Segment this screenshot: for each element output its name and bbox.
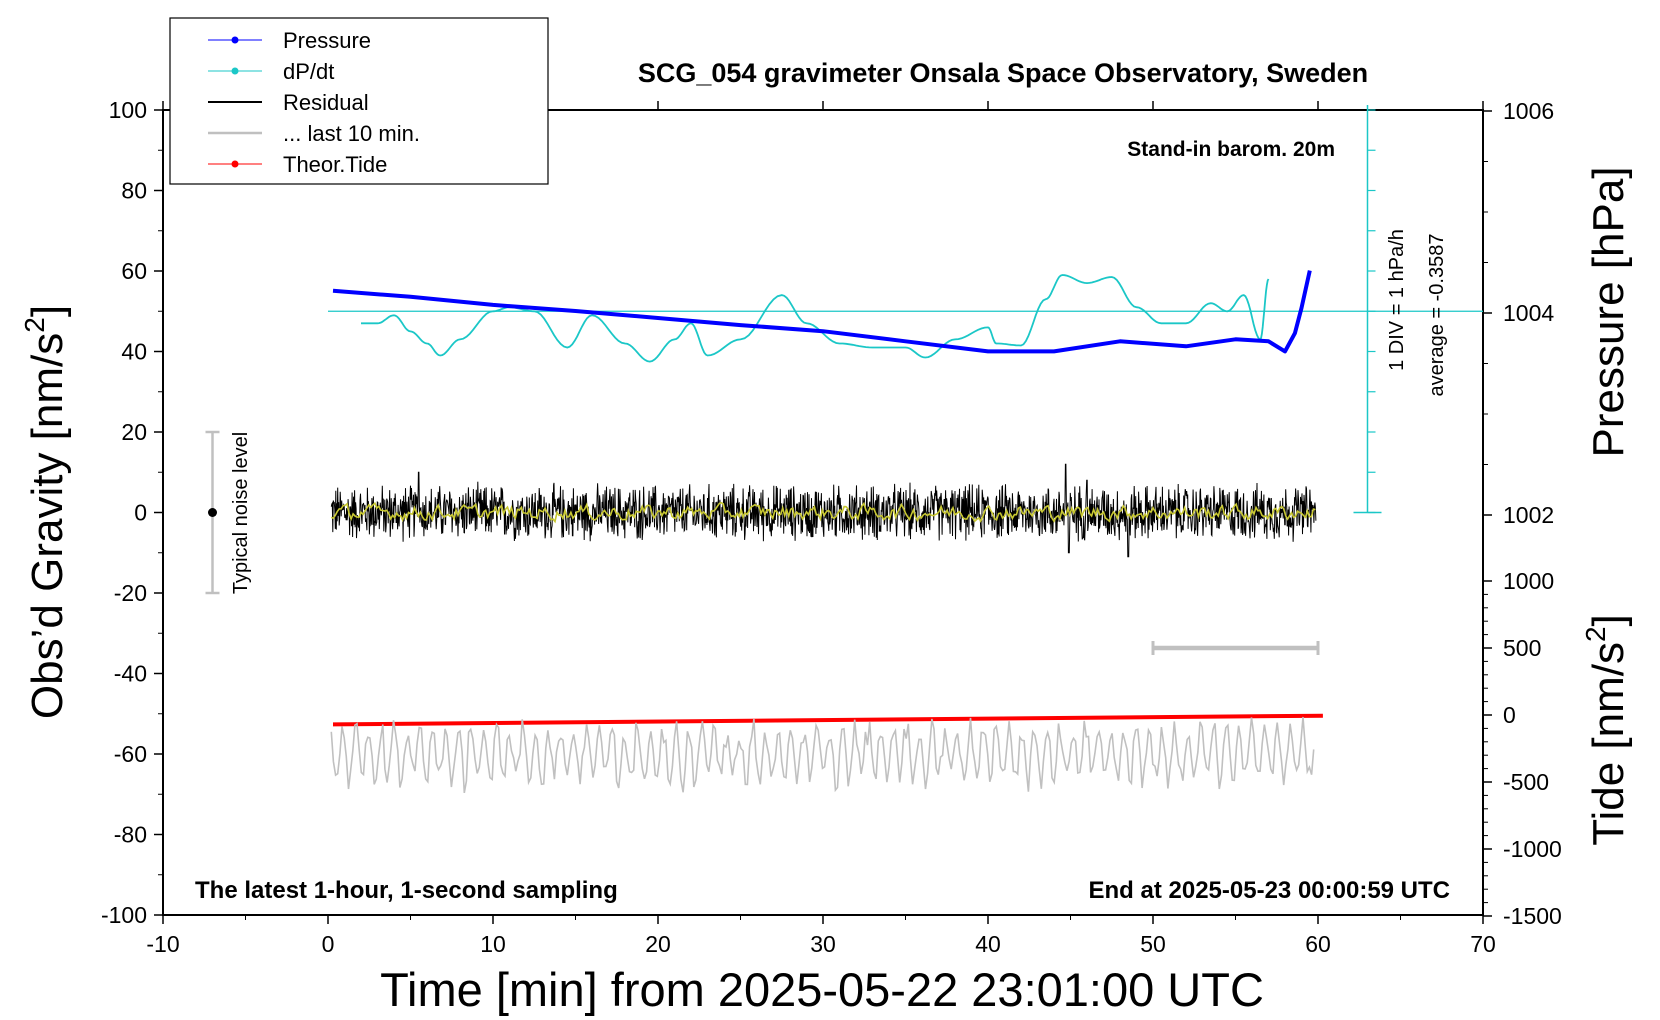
series-residual-smoothed [330,501,1316,524]
tide-tick-label: -1000 [1503,836,1562,862]
pressure-tick-label: 1006 [1503,98,1554,124]
x-tick-label: 30 [810,931,836,957]
y-tick-label: -60 [114,741,147,767]
series-residual [330,463,1317,558]
x-tick-label: 0 [322,931,335,957]
legend-label: Pressure [283,28,371,53]
chart-title: SCG_054 gravimeter Onsala Space Observat… [638,58,1368,88]
legend-entry-residual: Residual [208,90,369,115]
x-tick-label: -10 [146,931,179,957]
average-note: average = -0.3587 [1426,234,1448,397]
y-axis-label-left: Obs’d Gravity [nm/s2] [19,305,72,719]
series-last-10-min [330,716,1315,794]
pressure-tick-label: 1002 [1503,502,1554,528]
end-time-note: End at 2025-05-23 00:00:59 UTC [1089,877,1451,904]
legend-marker [231,67,239,75]
x-tick-label: 60 [1305,931,1331,957]
x-tick-label: 50 [1140,931,1166,957]
latest-note: The latest 1-hour, 1-second sampling [195,877,618,904]
y-tick-label: -100 [101,902,147,928]
div-note: 1 DIV = 1 hPa/h [1386,229,1408,371]
x-tick-label: 70 [1470,931,1496,957]
y-tick-label: 60 [121,258,147,284]
tide-tick-label: -500 [1503,769,1549,795]
legend: Pressure dP/dt Residual ... last 10 min.… [169,17,549,185]
legend-label: Theor.Tide [283,152,387,177]
series-dpdt [361,274,1270,363]
pressure-tick-label: 1004 [1503,300,1554,326]
legend-entry-dpdt: dP/dt [208,59,334,84]
series-theor-tide [332,713,1323,727]
axis-ticks: -10 0 10 20 30 40 50 60 70100806040200-20-40-60-… [101,97,1562,957]
y-tick-label: 0 [134,500,147,526]
tide-tick-label: 1000 [1503,568,1554,594]
legend-marker [231,160,239,168]
y-tick-label: 80 [121,178,147,204]
x-tick-label: 40 [975,931,1001,957]
legend-entry-last-10-min: ... last 10 min. [208,121,420,146]
y-tick-label: 20 [121,419,147,445]
y-axis-label-pressure: Pressure [hPa] [1584,166,1633,457]
series-pressure [332,270,1312,354]
x-tick-label: 10 [480,931,506,957]
x-axis-label: Time [min] from 2025-05-22 23:01:00 UTC [380,963,1264,1016]
tide-tick-label: -1500 [1503,903,1562,929]
barometer-note: Stand-in barom. 20m [1127,138,1335,161]
legend-label: ... last 10 min. [283,121,420,146]
legend-marker [231,36,239,44]
y-axis-label-tide: Tide [nm/s2] [1580,614,1633,846]
legend-label: Residual [283,90,369,115]
legend-entry-pressure: Pressure [208,28,371,53]
series-layer [205,105,1483,794]
y-tick-label: -20 [114,580,147,606]
tide-tick-label: 500 [1503,635,1541,661]
legend-entry-theor-tide: Theor.Tide [208,152,387,177]
y-tick-label: 40 [121,339,147,365]
y-tick-label: -40 [114,661,147,687]
noise-bar-center [208,508,217,517]
tide-tick-label: 0 [1503,702,1516,728]
y-tick-label: 100 [109,97,147,123]
y-tick-label: -80 [114,822,147,848]
noise-level-label: Typical noise level [230,432,252,594]
legend-label: dP/dt [283,59,334,84]
x-tick-label: 20 [645,931,671,957]
